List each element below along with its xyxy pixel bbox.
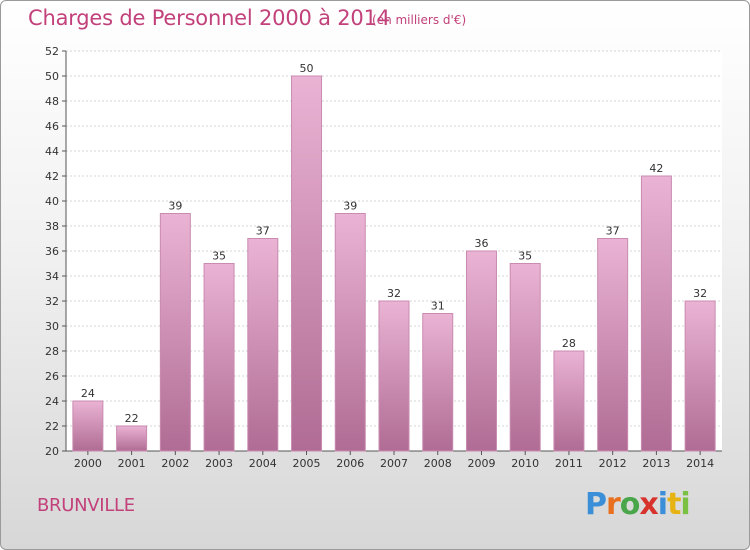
x-tick-label-2000: 2000 (74, 457, 102, 470)
y-tick-label: 22 (45, 420, 59, 433)
bar-2002 (159, 213, 191, 452)
x-tick-label-2012: 2012 (599, 457, 627, 470)
x-tick-label-2009: 2009 (467, 457, 495, 470)
y-tick-label: 52 (45, 45, 59, 58)
y-tick-label: 20 (45, 445, 59, 458)
logo-letter: i (657, 487, 668, 522)
y-tick-label: 36 (45, 245, 59, 258)
bar-2005 (291, 75, 323, 452)
y-tick-label: 38 (45, 220, 59, 233)
x-tick-label-2013: 2013 (642, 457, 670, 470)
y-tick-label: 46 (45, 120, 59, 133)
value-label-2002: 39 (168, 200, 182, 213)
value-label-2001: 22 (125, 412, 139, 425)
x-tick-label-2008: 2008 (424, 457, 452, 470)
y-tick-label: 26 (45, 370, 59, 383)
x-tick-label-2003: 2003 (205, 457, 233, 470)
value-label-2013: 42 (649, 162, 663, 175)
x-tick-label-2005: 2005 (293, 457, 321, 470)
x-tick-label-2011: 2011 (555, 457, 583, 470)
x-tick-label-2007: 2007 (380, 457, 408, 470)
bar-2004 (247, 238, 279, 452)
value-label-2003: 35 (212, 250, 226, 263)
chart-title: Charges de Personnel 2000 à 2014 (28, 6, 390, 30)
bar-2012 (597, 238, 629, 452)
y-tick-label: 42 (45, 170, 59, 183)
bar-2010 (509, 263, 541, 452)
value-label-2006: 39 (343, 200, 357, 213)
bar-2003 (203, 263, 235, 452)
x-tick-label-2004: 2004 (249, 457, 277, 470)
value-label-2012: 37 (606, 225, 620, 238)
y-tick-label: 28 (45, 345, 59, 358)
bar-2006 (334, 213, 366, 452)
x-tick-label-2006: 2006 (336, 457, 364, 470)
x-tick-label-2001: 2001 (118, 457, 146, 470)
logo-letter: x (639, 487, 658, 522)
logo-letter: o (619, 487, 641, 522)
bar-2007 (378, 300, 410, 452)
bar-2009 (465, 250, 497, 452)
proxiti-logo: Proxiti (585, 487, 691, 522)
bar-2013 (640, 175, 672, 452)
x-tick-label-2002: 2002 (161, 457, 189, 470)
y-tick-label: 34 (45, 270, 59, 283)
town-name: BRUNVILLE (37, 495, 135, 516)
logo-letter: r (606, 487, 621, 522)
y-tick-label: 50 (45, 70, 59, 83)
x-tick-label-2014: 2014 (686, 457, 714, 470)
value-label-2011: 28 (562, 337, 576, 350)
x-tick-label-2010: 2010 (511, 457, 539, 470)
logo-letter: t (667, 487, 681, 522)
value-label-2010: 35 (518, 250, 532, 263)
bar-2001 (116, 425, 148, 452)
logo-letter: P (585, 487, 607, 522)
value-label-2008: 31 (431, 300, 445, 313)
y-tick-label: 30 (45, 320, 59, 333)
chart-subtitle: (en milliers d'€) (372, 13, 467, 27)
bar-2000 (72, 400, 104, 452)
value-label-2005: 50 (300, 62, 314, 75)
bar-2011 (553, 350, 585, 452)
value-label-2004: 37 (256, 225, 270, 238)
y-tick-label: 40 (45, 195, 59, 208)
logo-letter: i (680, 487, 690, 522)
y-tick-label: 44 (45, 145, 59, 158)
y-tick-label: 24 (45, 395, 59, 408)
y-tick-label: 48 (45, 95, 59, 108)
y-tick-label: 32 (45, 295, 59, 308)
bar-2014 (684, 300, 716, 452)
value-label-2014: 32 (693, 287, 707, 300)
value-label-2000: 24 (81, 387, 95, 400)
value-label-2009: 36 (474, 237, 488, 250)
value-label-2007: 32 (387, 287, 401, 300)
bar-2008 (422, 313, 454, 452)
